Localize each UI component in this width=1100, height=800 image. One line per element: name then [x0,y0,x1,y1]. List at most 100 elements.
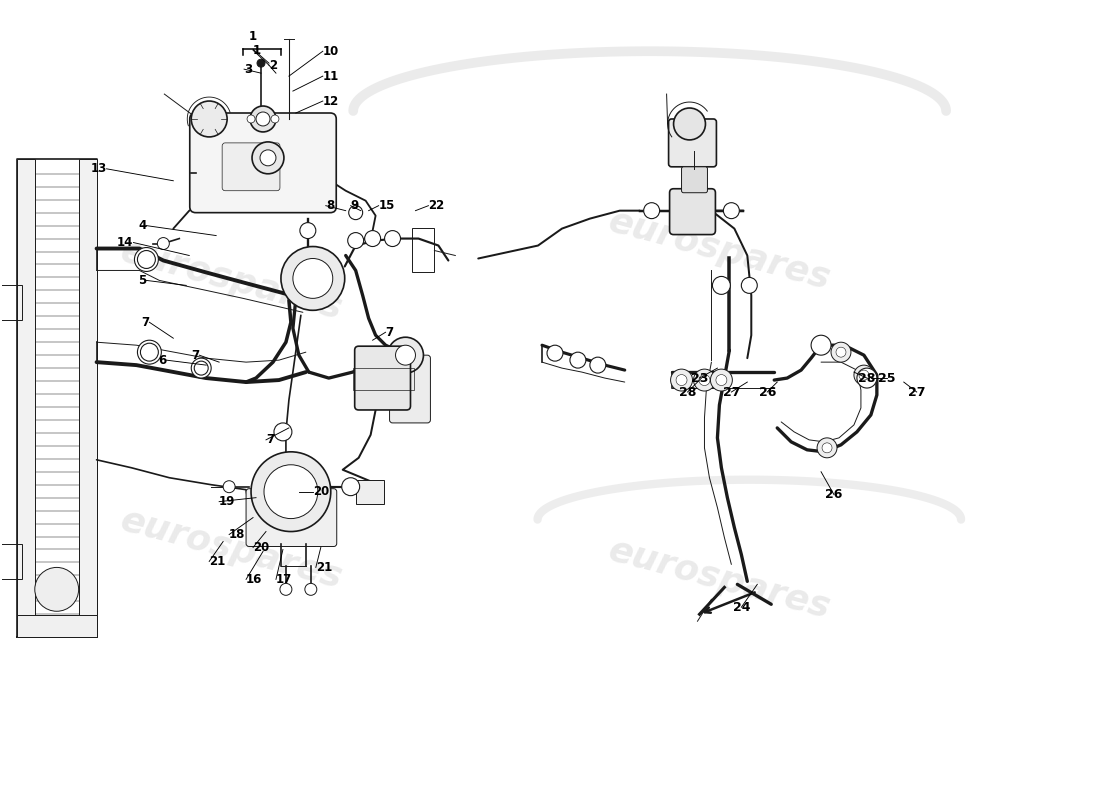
Circle shape [260,150,276,166]
Circle shape [248,115,255,123]
Text: 17: 17 [276,573,293,586]
Text: 9: 9 [351,199,359,212]
Circle shape [223,481,235,493]
Text: 7: 7 [191,349,199,362]
Text: 4: 4 [139,219,146,232]
FancyBboxPatch shape [16,615,97,637]
Text: 12: 12 [322,94,339,107]
FancyBboxPatch shape [355,480,384,504]
Text: 20: 20 [253,541,270,554]
Circle shape [570,352,586,368]
Circle shape [644,202,660,218]
Circle shape [134,247,158,271]
FancyBboxPatch shape [389,355,430,423]
Circle shape [256,112,270,126]
Circle shape [35,567,78,611]
Circle shape [279,583,292,595]
Circle shape [822,443,832,453]
Circle shape [274,423,292,441]
Circle shape [385,230,400,246]
FancyBboxPatch shape [246,489,337,546]
Text: 23: 23 [691,371,708,385]
Circle shape [698,374,710,386]
Text: 10: 10 [322,45,339,58]
FancyBboxPatch shape [354,346,410,410]
Text: 26: 26 [759,386,775,398]
Circle shape [264,465,318,518]
Circle shape [271,115,279,123]
Text: 27: 27 [723,386,740,398]
Text: 7: 7 [386,326,394,338]
Circle shape [724,202,739,218]
Text: eurospares: eurospares [117,503,345,595]
Circle shape [364,230,381,246]
FancyBboxPatch shape [222,143,279,190]
Text: 11: 11 [322,70,339,82]
Circle shape [342,478,360,496]
Circle shape [671,369,693,391]
Circle shape [250,106,276,132]
Text: eurospares: eurospares [117,234,345,326]
Text: 21: 21 [209,555,226,568]
Circle shape [195,361,208,375]
Text: 21: 21 [316,561,332,574]
Circle shape [138,250,155,269]
Text: 5: 5 [139,274,146,287]
Circle shape [741,278,757,294]
Text: 15: 15 [378,199,395,212]
Text: 16: 16 [246,573,263,586]
FancyBboxPatch shape [669,119,716,167]
Circle shape [817,438,837,458]
Circle shape [590,357,606,373]
Circle shape [191,101,227,137]
Circle shape [257,59,265,67]
Text: 28: 28 [679,386,696,398]
FancyBboxPatch shape [16,159,35,637]
FancyBboxPatch shape [78,159,97,637]
Circle shape [252,142,284,174]
Text: 8: 8 [326,199,334,212]
Text: 25: 25 [878,371,895,385]
Circle shape [396,345,416,365]
Circle shape [693,369,715,391]
Text: 18: 18 [229,528,245,541]
Text: eurospares: eurospares [605,534,834,626]
Circle shape [854,365,873,385]
Text: 7: 7 [141,316,150,329]
FancyBboxPatch shape [190,113,337,213]
Circle shape [711,369,733,391]
FancyBboxPatch shape [682,167,707,193]
Circle shape [547,345,563,361]
Text: 13: 13 [90,162,107,175]
Circle shape [387,338,424,373]
Circle shape [349,206,363,220]
Circle shape [716,374,727,386]
Text: eurospares: eurospares [605,205,834,297]
FancyBboxPatch shape [670,189,715,234]
Text: 26: 26 [825,488,843,501]
Text: 1: 1 [249,30,257,43]
Circle shape [191,358,211,378]
Text: 19: 19 [219,495,235,508]
Circle shape [673,108,705,140]
Text: 2: 2 [270,58,277,72]
Circle shape [836,347,846,357]
Circle shape [859,370,869,380]
Text: 1: 1 [253,44,261,57]
Text: 27: 27 [908,386,925,398]
Circle shape [857,368,877,388]
Circle shape [811,335,830,355]
Circle shape [713,277,730,294]
Text: 6: 6 [158,354,166,366]
Text: 28: 28 [858,371,876,385]
Circle shape [157,238,169,250]
Text: 22: 22 [428,199,444,212]
Circle shape [676,374,688,386]
Circle shape [300,222,316,238]
Circle shape [305,583,317,595]
Circle shape [293,258,333,298]
Circle shape [251,452,331,531]
Text: 24: 24 [733,601,750,614]
Text: 3: 3 [244,62,252,76]
Circle shape [141,343,158,361]
